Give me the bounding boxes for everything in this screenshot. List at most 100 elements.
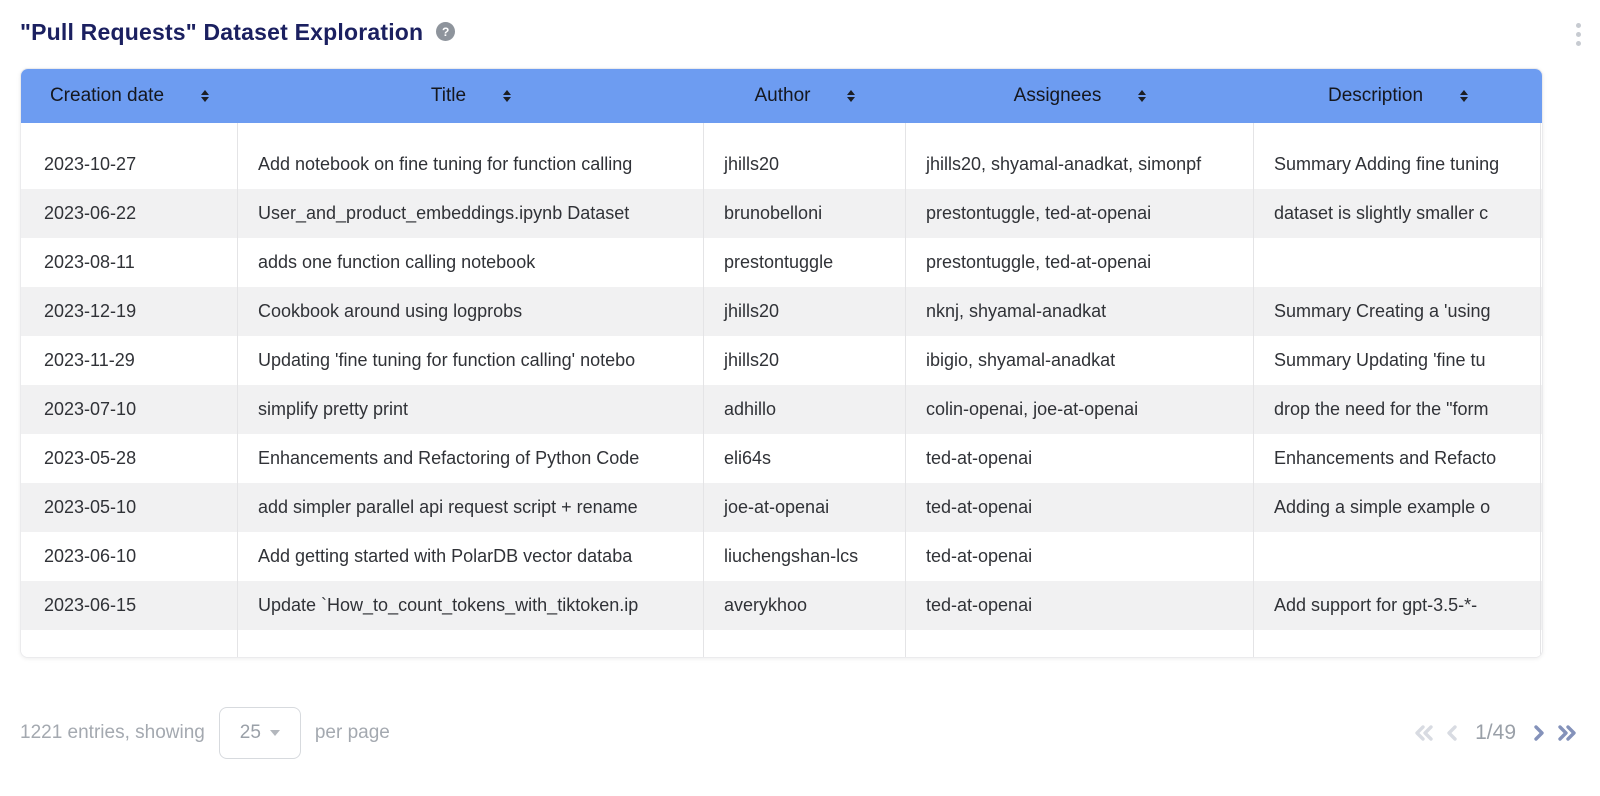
next-page-button[interactable] bbox=[1530, 721, 1548, 745]
cell-description: dataset is slightly smaller c bbox=[1254, 189, 1541, 238]
cell-creation-date: 2023-10-27 bbox=[21, 140, 238, 189]
last-page-button[interactable] bbox=[1554, 721, 1580, 745]
cell-author: jhills20 bbox=[704, 336, 906, 385]
cell-creation-date: 2023-07-10 bbox=[21, 385, 238, 434]
table-header-row: Creation date Title Author Assignees Des… bbox=[21, 69, 1542, 123]
table-row[interactable]: 2023-06-10 Add getting started with Pola… bbox=[21, 532, 1542, 581]
table-row[interactable]: 2023-08-11 adds one function calling not… bbox=[21, 238, 1542, 287]
previous-page-button[interactable] bbox=[1443, 721, 1461, 745]
cell-author: prestontuggle bbox=[704, 238, 906, 287]
column-header-label: Title bbox=[430, 85, 467, 106]
column-header-label: Description bbox=[1327, 85, 1424, 106]
cell-title: simplify pretty print bbox=[238, 385, 704, 434]
column-header-description[interactable]: Description bbox=[1254, 69, 1542, 123]
kebab-dot bbox=[1576, 23, 1581, 28]
sort-icon[interactable] bbox=[847, 90, 856, 102]
cell-title: Enhancements and Refactoring of Python C… bbox=[238, 434, 704, 483]
cell-author: eli64s bbox=[704, 434, 906, 483]
cell-creation-date: 2023-11-29 bbox=[21, 336, 238, 385]
cell-assignees: ted-at-openai bbox=[906, 532, 1254, 581]
sort-icon[interactable] bbox=[201, 90, 210, 102]
cell-creation-date: 2023-05-10 bbox=[21, 483, 238, 532]
help-glyph: ? bbox=[442, 24, 450, 39]
table-row[interactable]: 2023-11-29 Updating 'fine tuning for fun… bbox=[21, 336, 1542, 385]
chevron-down-icon bbox=[269, 730, 280, 736]
cell-title: User_and_product_embeddings.ipynb Datase… bbox=[238, 189, 704, 238]
cell-title: Cookbook around using logprobs bbox=[238, 287, 704, 336]
page-indicator: 1/49 bbox=[1475, 721, 1516, 744]
cell-creation-date: 2023-08-11 bbox=[21, 238, 238, 287]
cell-assignees: ted-at-openai bbox=[906, 434, 1254, 483]
table-row[interactable]: 2023-12-19 Cookbook around using logprob… bbox=[21, 287, 1542, 336]
cell-description: drop the need for the "form bbox=[1254, 385, 1541, 434]
sort-icon[interactable] bbox=[1138, 90, 1147, 102]
cell-description: Summary Adding fine tuning bbox=[1254, 140, 1541, 189]
cell-title: adds one function calling notebook bbox=[238, 238, 704, 287]
cell-author: adhillo bbox=[704, 385, 906, 434]
overflow-menu-icon[interactable] bbox=[1574, 21, 1583, 48]
table-row[interactable]: 2023-05-28 Enhancements and Refactoring … bbox=[21, 434, 1542, 483]
column-header-label: Assignees bbox=[1013, 85, 1102, 106]
cell-description bbox=[1254, 532, 1541, 581]
cell-title: add simpler parallel api request script … bbox=[238, 483, 704, 532]
cell-description: Summary Updating 'fine tu bbox=[1254, 336, 1541, 385]
cell-assignees: prestontuggle, ted-at-openai bbox=[906, 189, 1254, 238]
table-footer: 1221 entries, showing 25 per page 1/49 bbox=[20, 706, 1580, 760]
cell-assignees: ted-at-openai bbox=[906, 581, 1254, 630]
cell-creation-date: 2023-06-10 bbox=[21, 532, 238, 581]
cell-assignees: ibigio, shyamal-anadkat bbox=[906, 336, 1254, 385]
cell-creation-date: 2023-12-19 bbox=[21, 287, 238, 336]
cell-title: Update `How_to_count_tokens_with_tiktoke… bbox=[238, 581, 704, 630]
column-header-title[interactable]: Title bbox=[238, 69, 704, 123]
cell-creation-date: 2023-06-22 bbox=[21, 189, 238, 238]
cell-title: Updating 'fine tuning for function calli… bbox=[238, 336, 704, 385]
cell-description: Summary Creating a 'using bbox=[1254, 287, 1541, 336]
page-title-text: "Pull Requests" Dataset Exploration bbox=[20, 19, 424, 45]
column-header-label: Creation date bbox=[49, 85, 165, 106]
cell-author: brunobelloni bbox=[704, 189, 906, 238]
cell-author: averykhoo bbox=[704, 581, 906, 630]
kebab-dot bbox=[1576, 32, 1581, 37]
cell-title: Add notebook on fine tuning for function… bbox=[238, 140, 704, 189]
entries-count-text: 1221 entries, showing bbox=[20, 722, 205, 743]
per-page-text: per page bbox=[314, 722, 390, 743]
cell-description: Add support for gpt-3.5-*- bbox=[1254, 581, 1541, 630]
table-row[interactable]: 2023-06-22 User_and_product_embeddings.i… bbox=[21, 189, 1542, 238]
cell-title: Add getting started with PolarDB vector … bbox=[238, 532, 704, 581]
cell-assignees: jhills20, shyamal-anadkat, simonpf bbox=[906, 140, 1254, 189]
cell-assignees: colin-openai, joe-at-openai bbox=[906, 385, 1254, 434]
cell-assignees: nknj, shyamal-anadkat bbox=[906, 287, 1254, 336]
page-size-select[interactable]: 25 bbox=[218, 707, 301, 759]
pagination: 1/49 bbox=[1411, 721, 1580, 745]
table-row[interactable]: 2023-06-15 Update `How_to_count_tokens_w… bbox=[21, 581, 1542, 630]
cell-author: joe-at-openai bbox=[704, 483, 906, 532]
column-header-label: Author bbox=[754, 85, 811, 106]
first-page-button[interactable] bbox=[1411, 721, 1437, 745]
cell-author: jhills20 bbox=[704, 140, 906, 189]
cell-assignees: prestontuggle, ted-at-openai bbox=[906, 238, 1254, 287]
cell-author: jhills20 bbox=[704, 287, 906, 336]
table-row[interactable]: 2023-07-10 simplify pretty print adhillo… bbox=[21, 385, 1542, 434]
sort-icon[interactable] bbox=[503, 90, 512, 102]
help-icon[interactable]: ? bbox=[436, 22, 456, 41]
cell-description: Adding a simple example o bbox=[1254, 483, 1541, 532]
cell-assignees: ted-at-openai bbox=[906, 483, 1254, 532]
column-header-assignees[interactable]: Assignees bbox=[906, 69, 1254, 123]
cell-description: Enhancements and Refacto bbox=[1254, 434, 1541, 483]
cell-description bbox=[1254, 238, 1541, 287]
column-header-creation-date[interactable]: Creation date bbox=[21, 69, 238, 123]
cell-creation-date: 2023-06-15 bbox=[21, 581, 238, 630]
page-size-value: 25 bbox=[239, 722, 261, 743]
table-row-partial bbox=[21, 630, 1542, 657]
table-row[interactable]: 2023-10-27 Add notebook on fine tuning f… bbox=[21, 140, 1542, 189]
column-header-author[interactable]: Author bbox=[704, 69, 906, 123]
kebab-dot bbox=[1576, 41, 1581, 46]
sort-icon[interactable] bbox=[1460, 90, 1469, 102]
page-title: "Pull Requests" Dataset Exploration ? bbox=[20, 19, 456, 46]
table-row[interactable]: 2023-05-10 add simpler parallel api requ… bbox=[21, 483, 1542, 532]
header-body-spacer bbox=[21, 123, 1542, 140]
cell-author: liuchengshan-lcs bbox=[704, 532, 906, 581]
cell-creation-date: 2023-05-28 bbox=[21, 434, 238, 483]
data-table-card: Creation date Title Author Assignees Des… bbox=[20, 68, 1543, 658]
